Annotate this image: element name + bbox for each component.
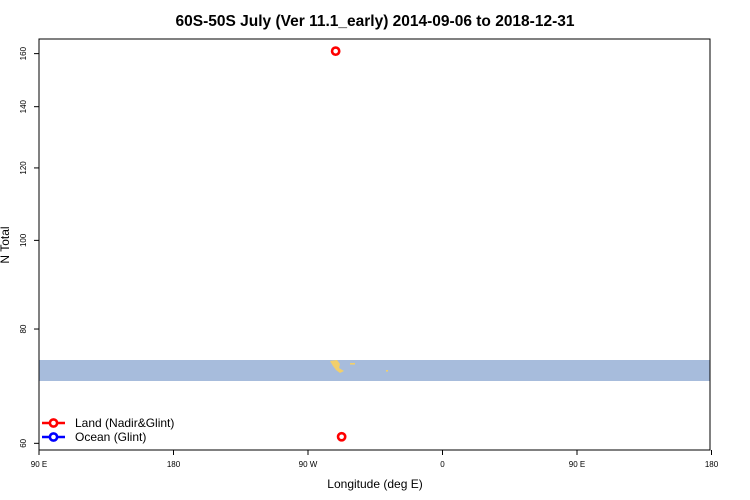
x-axis: 90 E 180 90 W 0 90 E 180	[31, 450, 719, 469]
legend-marker	[48, 432, 59, 442]
x-tick-label: 180	[705, 460, 719, 469]
y-tick-label: 100	[19, 233, 28, 247]
data-points	[330, 46, 347, 442]
y-axis: 60 80 100 120 140 160	[19, 46, 39, 448]
legend: Land (Nadir&Glint)Ocean (Glint)	[42, 416, 174, 444]
x-tick-label: 0	[440, 460, 445, 469]
ocean-band	[39, 360, 710, 381]
legend-marker	[48, 418, 59, 428]
y-axis-label: N Total	[0, 226, 12, 263]
legend-label: Land (Nadir&Glint)	[75, 416, 174, 430]
map-band	[39, 360, 710, 381]
y-tick-label: 160	[19, 46, 28, 60]
legend-item: Land (Nadir&Glint)	[42, 416, 174, 430]
plot-frame	[38, 38, 711, 451]
x-axis-label: Longitude (deg E)	[327, 477, 422, 491]
x-tick-label: 90 W	[299, 460, 318, 469]
land-patch-south-georgia	[386, 370, 388, 372]
data-point	[336, 431, 347, 442]
y-tick-label: 120	[19, 161, 28, 175]
x-tick-label: 90 E	[569, 460, 585, 469]
y-tick-label: 80	[19, 324, 28, 333]
y-tick-label: 140	[19, 99, 28, 113]
land-patch-south-america	[330, 360, 344, 373]
land-patches	[330, 360, 388, 373]
x-tick-label: 90 E	[31, 460, 47, 469]
data-point	[330, 46, 341, 57]
x-tick-label: 180	[167, 460, 181, 469]
y-tick-label: 60	[19, 438, 28, 447]
chart-title: 60S-50S July (Ver 11.1_early) 2014-09-06…	[176, 13, 575, 30]
legend-label: Ocean (Glint)	[75, 430, 146, 444]
legend-item: Ocean (Glint)	[42, 430, 146, 444]
land-patch-falklands	[350, 363, 355, 365]
